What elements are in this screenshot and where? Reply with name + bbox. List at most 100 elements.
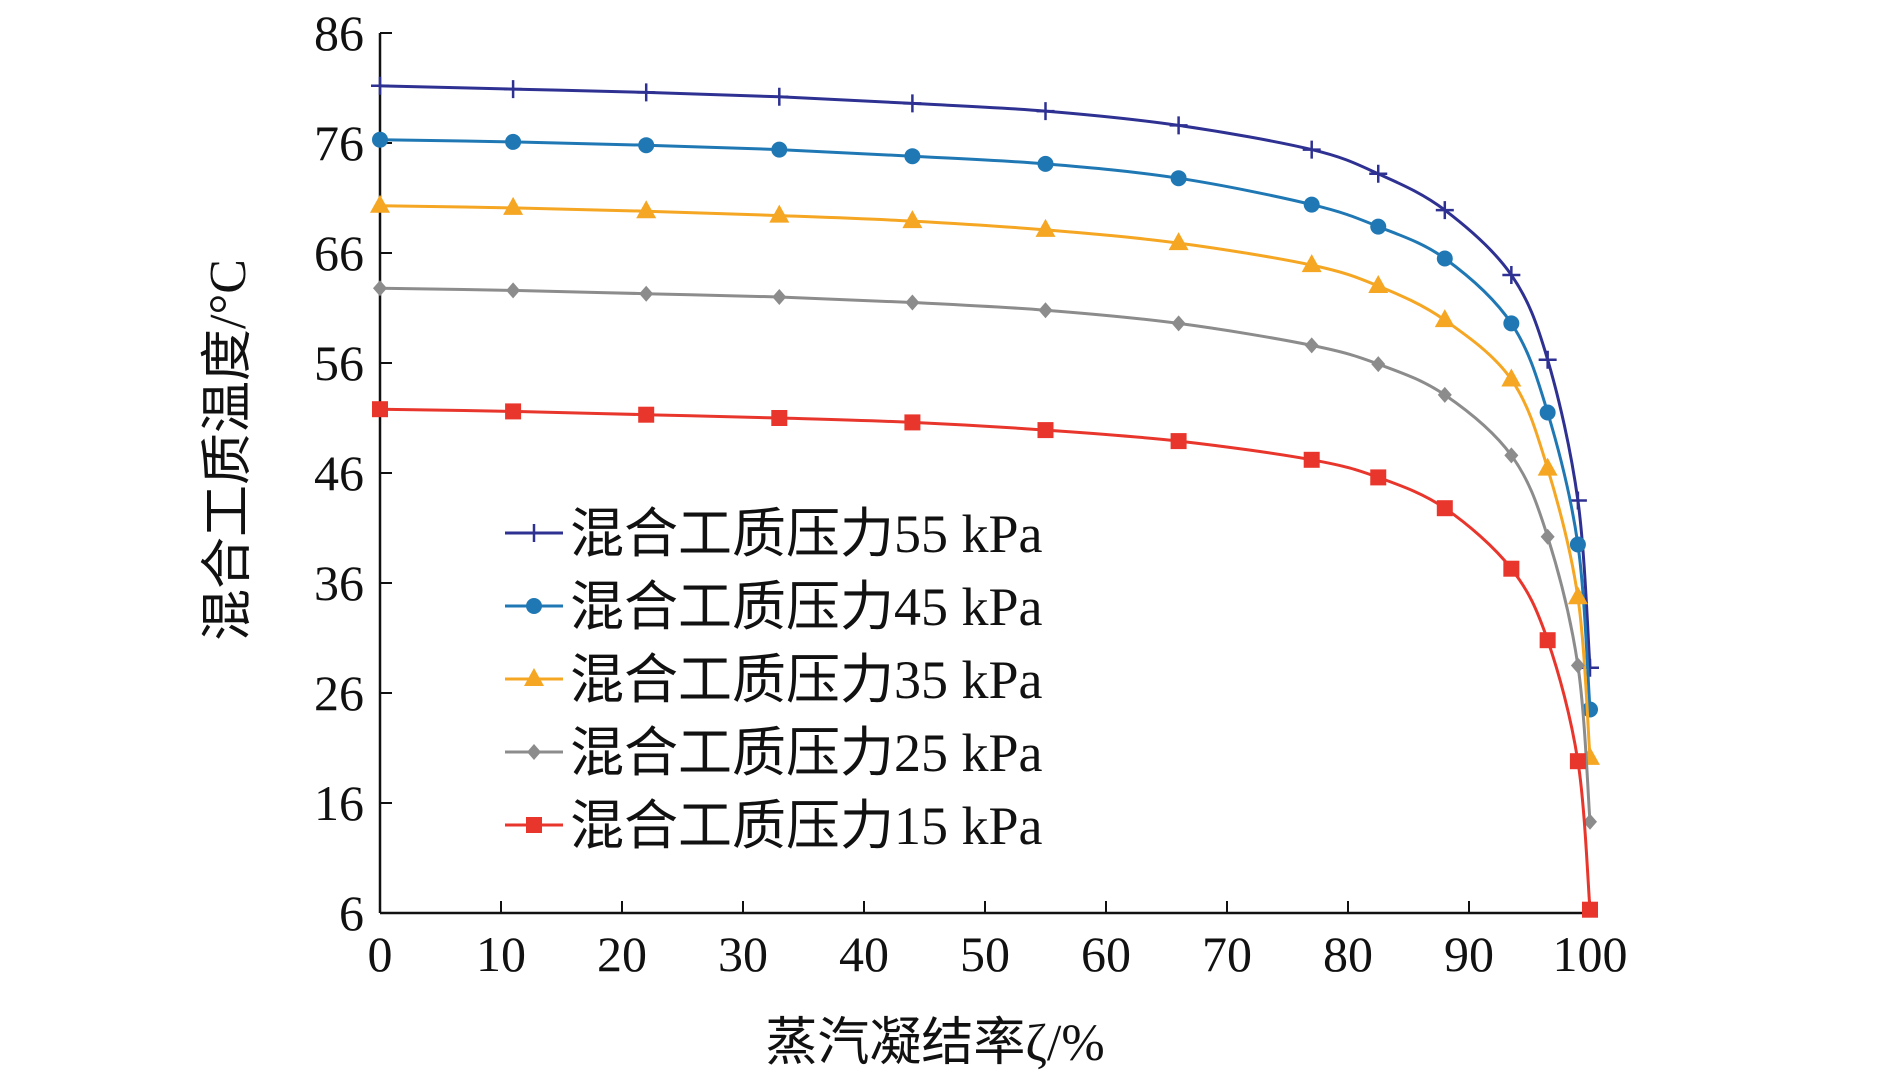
data-point xyxy=(1301,254,1322,273)
data-point xyxy=(1171,315,1186,332)
data-point xyxy=(1502,266,1521,284)
data-point xyxy=(371,76,389,95)
data-point xyxy=(1038,302,1053,319)
x-tick-label: 10 xyxy=(476,926,526,982)
data-point xyxy=(1304,337,1319,354)
data-point xyxy=(503,196,524,215)
legend-label: 混合工质压力25 kPa xyxy=(570,723,1043,783)
data-point xyxy=(1037,422,1054,439)
x-tick-label: 40 xyxy=(839,926,889,982)
series-2 xyxy=(372,131,1598,718)
legend-item-5: 混合工质压力15 kPa xyxy=(505,796,1043,856)
series-3 xyxy=(370,194,1600,765)
x-tick-label: 80 xyxy=(1323,926,1373,982)
series-5 xyxy=(372,401,1598,918)
data-point xyxy=(505,403,522,420)
data-point xyxy=(1568,491,1587,510)
series-layer xyxy=(370,76,1600,918)
data-point xyxy=(1537,457,1558,476)
x-tick-label: 30 xyxy=(718,926,768,982)
legend: 混合工质压力55 kPa 混合工质压力45 kPa 混合工质压力35 kPa 混合工质… xyxy=(505,504,1043,856)
legend-label: 混合工质压力55 kPa xyxy=(570,504,1043,564)
data-point xyxy=(1569,536,1586,553)
data-point xyxy=(1539,632,1556,649)
data-point xyxy=(638,406,655,423)
legend-label: 混合工质压力35 kPa xyxy=(570,650,1043,710)
data-point xyxy=(636,200,657,219)
data-point xyxy=(1567,586,1588,605)
data-point xyxy=(1170,433,1187,450)
y-ticks: 6 16 26 36 46 56 66 76 86 xyxy=(314,5,392,941)
legend-marker xyxy=(526,598,542,614)
y-tick-label: 6 xyxy=(339,885,364,941)
legend-marker xyxy=(525,524,543,542)
data-point xyxy=(1539,404,1556,421)
data-point xyxy=(1371,356,1386,373)
data-point xyxy=(1168,232,1189,251)
legend-item-1: 混合工质压力55 kPa xyxy=(505,504,1043,564)
data-point xyxy=(637,83,656,102)
legend-marker xyxy=(527,744,541,760)
legend-item-2: 混合工质压力45 kPa xyxy=(505,577,1043,637)
data-point xyxy=(1169,116,1188,135)
data-point xyxy=(771,410,788,426)
data-point xyxy=(1503,560,1520,577)
data-point xyxy=(372,401,388,418)
data-point xyxy=(1436,250,1453,267)
x-tick-label: 0 xyxy=(368,926,393,982)
legend-marker xyxy=(524,668,544,686)
data-point xyxy=(1501,368,1522,387)
y-axis-title: 混合工质温度/°C xyxy=(200,259,257,641)
data-point xyxy=(1369,164,1388,183)
data-point xyxy=(1303,451,1320,468)
legend-item-4: 混合工质压力25 kPa xyxy=(505,723,1043,783)
data-point xyxy=(370,194,390,213)
data-point xyxy=(1583,813,1597,830)
data-point xyxy=(1570,657,1585,674)
x-tick-label: 60 xyxy=(1081,926,1131,982)
data-point xyxy=(769,204,790,223)
data-point xyxy=(373,280,387,297)
data-point xyxy=(905,294,920,311)
data-point xyxy=(1435,201,1454,220)
x-tick-label: 90 xyxy=(1444,926,1494,982)
y-tick-label: 36 xyxy=(314,555,364,611)
series-1 xyxy=(371,76,1599,677)
y-tick-label: 76 xyxy=(314,115,364,171)
data-point xyxy=(770,87,789,106)
series-4 xyxy=(373,280,1597,830)
data-point xyxy=(1434,309,1455,328)
data-point xyxy=(904,148,921,165)
data-point xyxy=(1504,447,1519,464)
data-point xyxy=(902,210,923,229)
data-point xyxy=(1538,350,1557,369)
data-point xyxy=(1503,315,1520,332)
y-tick-label: 66 xyxy=(314,225,364,281)
x-tick-label: 20 xyxy=(597,926,647,982)
data-point xyxy=(1370,218,1387,235)
data-point xyxy=(1582,901,1598,918)
y-tick-label: 16 xyxy=(314,775,364,831)
data-point xyxy=(1370,469,1387,486)
y-tick-label: 86 xyxy=(314,5,364,61)
data-point xyxy=(504,80,523,99)
data-point xyxy=(506,282,521,299)
data-point xyxy=(903,94,922,113)
x-axis-title: 蒸汽凝结率ζ/% xyxy=(765,1015,1104,1072)
data-point xyxy=(1036,102,1055,121)
x-tick-label: 70 xyxy=(1202,926,1252,982)
data-point xyxy=(771,141,788,158)
legend-item-3: 混合工质压力35 kPa xyxy=(505,650,1043,710)
data-point xyxy=(1437,386,1452,403)
data-point xyxy=(1569,753,1586,770)
data-point xyxy=(1368,275,1389,293)
data-point xyxy=(772,289,787,305)
data-point xyxy=(1302,140,1321,159)
data-point xyxy=(904,414,921,431)
x-ticks: 0 10 20 30 40 50 60 70 80 90 100 xyxy=(368,901,1628,982)
data-point xyxy=(1303,196,1320,213)
data-point xyxy=(372,131,388,148)
data-point xyxy=(639,285,654,302)
data-point xyxy=(1035,218,1056,237)
